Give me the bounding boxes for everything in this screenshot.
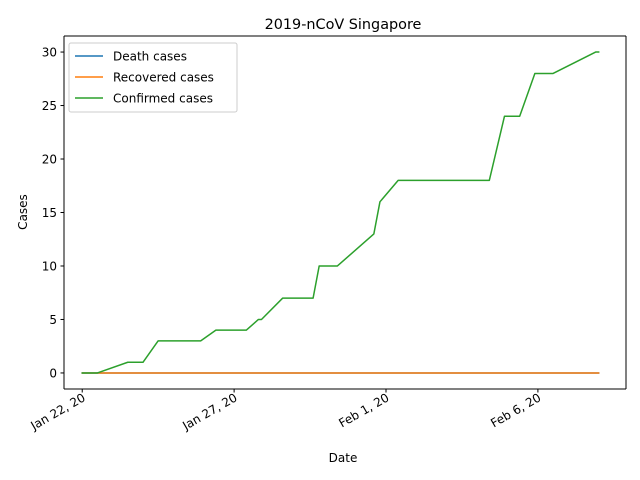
- legend-label: Recovered cases: [113, 70, 214, 84]
- legend: Death cases Recovered cases Confirmed case…: [68, 42, 238, 113]
- legend-frame: [68, 42, 238, 113]
- x-axis-label: Date: [329, 451, 358, 465]
- y-tick-label: 25: [42, 99, 57, 113]
- y-tick-label: 10: [42, 259, 57, 273]
- axes-spines: [63, 35, 627, 390]
- y-tick-label: 0: [49, 366, 57, 380]
- series-line-confirmed-cases: [81, 51, 600, 374]
- y-tick-label: 5: [49, 313, 57, 327]
- y-tick-label: 15: [42, 206, 57, 220]
- legend-label: Confirmed cases: [113, 91, 213, 105]
- chart-title: 2019-nCoV Singapore: [265, 17, 422, 33]
- series-layer: [81, 51, 600, 374]
- y-tick-label: 20: [42, 152, 57, 166]
- legend-label: Death cases: [113, 49, 187, 63]
- y-axis-label: Cases: [16, 194, 30, 230]
- y-tick-label: 30: [42, 45, 57, 59]
- y-axis-ticks: 0 5 10 15 20 25 30: [42, 45, 64, 380]
